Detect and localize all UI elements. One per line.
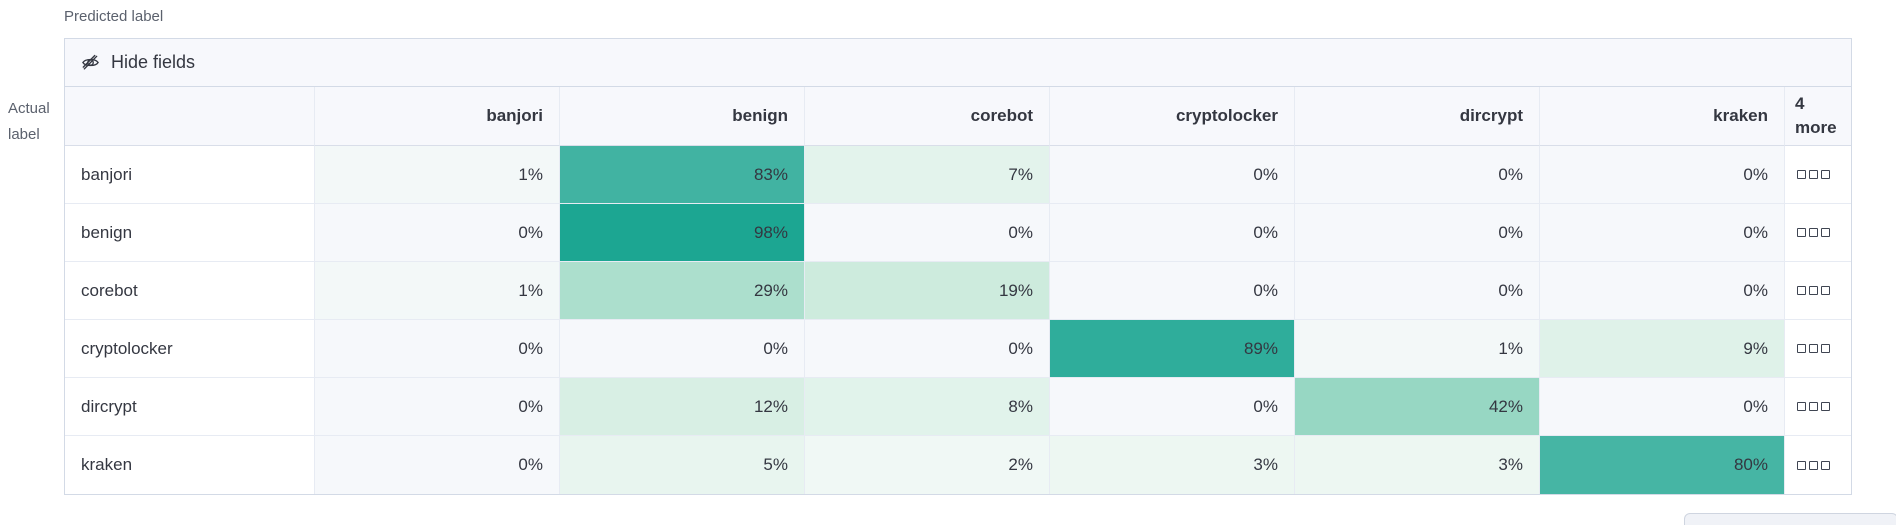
matrix-cell: 0% [805,204,1050,262]
matrix-cell: 98% [560,204,805,262]
hidden-values-indicator [1785,378,1851,436]
box-icon [1797,460,1806,470]
matrix-cell: 1% [315,262,560,320]
matrix-cell: 8% [805,378,1050,436]
matrix-cell: 0% [1540,204,1785,262]
matrix-cell: 0% [1295,146,1540,204]
predicted-label-axis: Predicted label [64,8,164,25]
matrix-cell: 0% [1295,262,1540,320]
hidden-values-indicator [1785,204,1851,262]
matrix-cell: 3% [1050,436,1295,494]
matrix-cell: 5% [560,436,805,494]
box-icon [1821,228,1830,237]
header-corner-cell [65,87,315,146]
box-icon [1809,460,1818,470]
actual-label-line2: label [8,126,40,144]
box-icon [1821,460,1830,470]
matrix-cell: 7% [805,146,1050,204]
matrix-cell: 0% [1295,204,1540,262]
column-header-more-columns[interactable]: 4 more [1785,87,1851,146]
column-header-kraken[interactable]: kraken [1540,87,1785,146]
matrix-cell: 19% [805,262,1050,320]
row-label-cryptolocker: cryptolocker [65,320,315,378]
confusion-matrix-panel: Hide fields banjori benign corebot crypt… [64,38,1852,495]
matrix-cell: 12% [560,378,805,436]
column-header-cryptolocker[interactable]: cryptolocker [1050,87,1295,146]
hide-fields-button[interactable]: Hide fields [81,52,195,73]
matrix-cell: 29% [560,262,805,320]
matrix-cell: 83% [560,146,805,204]
box-icon [1797,344,1806,353]
matrix-cell: 0% [560,320,805,378]
row-label-benign: benign [65,204,315,262]
row-label-banjori: banjori [65,146,315,204]
matrix-cell: 89% [1050,320,1295,378]
confusion-matrix-grid: banjori benign corebot cryptolocker dirc… [65,87,1851,494]
horizontal-scrollbar[interactable] [1684,513,1896,525]
hidden-values-indicator [1785,320,1851,378]
column-header-corebot[interactable]: corebot [805,87,1050,146]
matrix-cell: 1% [1295,320,1540,378]
box-icon [1821,170,1830,179]
hidden-values-indicator [1785,436,1851,494]
matrix-cell: 0% [1050,204,1295,262]
actual-label-line1: Actual [8,100,50,117]
hide-fields-label: Hide fields [111,52,196,72]
matrix-cell: 0% [1050,262,1295,320]
box-icon [1797,228,1806,237]
box-icon [1809,402,1818,411]
box-icon [1797,286,1806,295]
matrix-cell: 0% [1540,378,1785,436]
box-icon [1797,170,1806,179]
grid-toolbar: Hide fields [65,39,1851,87]
box-icon [1809,344,1818,353]
matrix-cell: 80% [1540,436,1785,494]
matrix-cell: 0% [1540,146,1785,204]
hidden-values-indicator [1785,146,1851,204]
matrix-cell: 0% [315,378,560,436]
row-label-corebot: corebot [65,262,315,320]
column-header-benign[interactable]: benign [560,87,805,146]
matrix-cell: 0% [1050,378,1295,436]
column-header-banjori[interactable]: banjori [315,87,560,146]
row-label-dircrypt: dircrypt [65,378,315,436]
matrix-cell: 1% [315,146,560,204]
matrix-cell: 0% [315,436,560,494]
hidden-values-indicator [1785,262,1851,320]
box-icon [1821,344,1830,353]
actual-label-axis: Actual label [8,96,50,149]
column-header-dircrypt[interactable]: dircrypt [1295,87,1540,146]
row-label-kraken: kraken [65,436,315,494]
eye-slash-icon [81,53,100,72]
matrix-cell: 0% [315,320,560,378]
matrix-cell: 0% [1540,262,1785,320]
matrix-cell: 42% [1295,378,1540,436]
matrix-cell: 0% [805,320,1050,378]
box-icon [1797,402,1806,411]
matrix-cell: 0% [1050,146,1295,204]
matrix-cell: 3% [1295,436,1540,494]
box-icon [1821,402,1830,411]
box-icon [1809,286,1818,295]
matrix-cell: 2% [805,436,1050,494]
matrix-cell: 9% [1540,320,1785,378]
matrix-cell: 0% [315,204,560,262]
box-icon [1809,228,1818,237]
box-icon [1821,286,1830,295]
box-icon [1809,170,1818,179]
